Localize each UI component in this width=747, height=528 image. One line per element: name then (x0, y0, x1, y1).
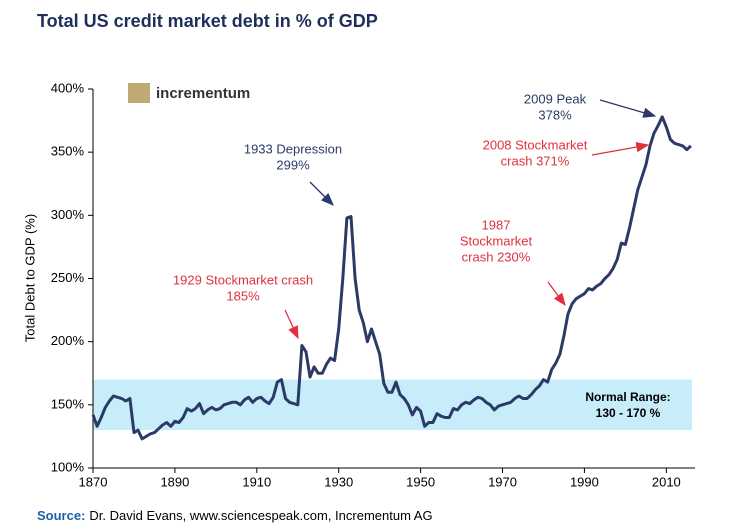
annotation-text: 378% (538, 107, 572, 122)
x-tick-label: 2010 (652, 474, 681, 489)
annotation-text: 185% (226, 288, 260, 303)
source: Source: Dr. David Evans, www.sciencespeak… (37, 508, 433, 523)
x-tick-label: 1890 (160, 474, 189, 489)
annotation-text: crash 371% (501, 153, 570, 168)
annotation-arrow (309, 181, 334, 206)
y-tick-label: 250% (51, 270, 85, 285)
annotation-arrow (284, 309, 299, 340)
annotation-arrow (599, 99, 657, 118)
annotation-arrow (547, 281, 566, 307)
annotation-text: 2009 Peak (524, 91, 587, 106)
x-tick-label: 1910 (242, 474, 271, 489)
source-label: Source: (37, 508, 85, 523)
logo-text: incrementum (156, 85, 250, 102)
x-tick-label: 1870 (79, 474, 108, 489)
y-tick-label: 300% (51, 207, 85, 222)
x-tick-label: 1950 (406, 474, 435, 489)
source-text: Dr. David Evans, www.sciencespeak.com, I… (89, 508, 432, 523)
annotation-text: crash 230% (462, 249, 531, 264)
normal-range-label: Normal Range: (585, 390, 670, 404)
y-tick-label: 350% (51, 144, 85, 159)
y-tick-label: 150% (51, 396, 85, 411)
y-tick-label: 200% (51, 333, 85, 348)
annotation-text: 299% (276, 157, 310, 172)
y-tick-label: 400% (51, 80, 85, 95)
annotation-text: Stockmarket (460, 233, 533, 248)
y-tick-label: 100% (51, 459, 85, 474)
x-tick-label: 1930 (324, 474, 353, 489)
chart-title: Total US credit market debt in % of GDP (37, 11, 378, 31)
logo: incrementum (128, 83, 250, 103)
logo-icon (128, 83, 150, 103)
plot: Normal Range: 130 - 170 % 100% 150% 200% 250%… (51, 80, 695, 489)
x-tick-label: 1990 (570, 474, 599, 489)
debt-line (91, 115, 692, 441)
annotation-text: 1933 Depression (244, 141, 342, 156)
annotation-arrow (591, 141, 650, 156)
annotation-text: 1929 Stockmarket crash (173, 272, 313, 287)
y-axis-label: Total Debt to GDP (%) (22, 214, 37, 342)
normal-range-label: 130 - 170 % (596, 406, 661, 420)
annotation-text: 2008 Stockmarket (483, 137, 588, 152)
annotation-text: 1987 (482, 217, 511, 232)
x-tick-label: 1970 (488, 474, 517, 489)
